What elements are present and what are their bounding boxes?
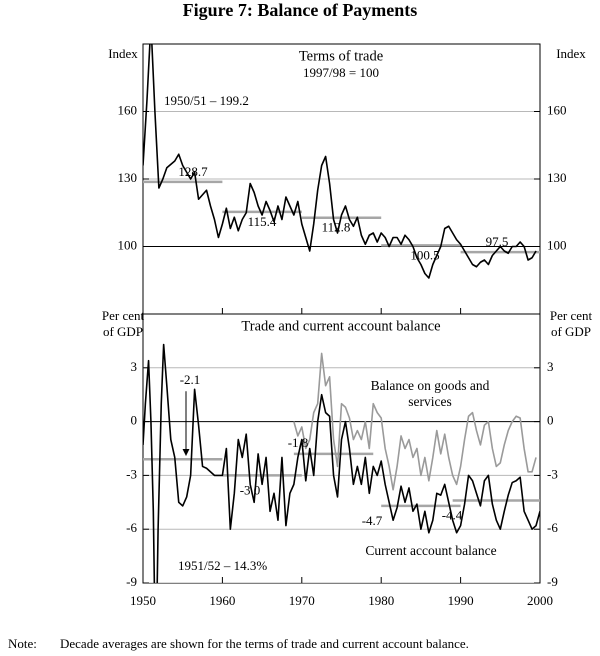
y2-tick-label: 0	[547, 413, 554, 428]
note-label: Note:	[8, 636, 37, 651]
average-label: 100.5	[410, 247, 439, 262]
series-line	[143, 343, 540, 583]
y-tick-label: 100	[118, 237, 138, 252]
series-line	[143, 44, 537, 279]
y-tick-label: -6	[126, 520, 137, 535]
average-label: 115.4	[248, 214, 277, 229]
average-label: -2.1	[180, 372, 201, 387]
panel-title: Trade and current account balance	[241, 318, 440, 334]
x-tick-label: 2000	[527, 593, 553, 608]
y-tick-label: -3	[126, 466, 137, 481]
y-axis-label: Per cent	[102, 308, 145, 323]
panel	[143, 44, 540, 279]
series-label: Current account balance	[365, 543, 496, 558]
y2-tick-label: 100	[547, 237, 567, 252]
y-axis-label: of GDP	[103, 324, 143, 339]
y2-tick-label: 3	[547, 359, 554, 374]
series-label: Balance on goods and services	[370, 378, 490, 409]
y-tick-label: 130	[118, 170, 138, 185]
figure-title: Figure 7: Balance of Payments	[183, 0, 418, 20]
series-line	[293, 352, 537, 491]
x-tick-label: 1950	[130, 593, 156, 608]
y2-tick-label: -3	[547, 466, 558, 481]
average-label: -3.0	[240, 482, 261, 497]
y2-axis-label: Index	[556, 46, 586, 61]
x-tick-label: 1990	[448, 593, 474, 608]
y2-tick-label: 160	[547, 102, 567, 117]
y-tick-label: 160	[118, 102, 138, 117]
x-tick-label: 1980	[368, 593, 394, 608]
note: Decade averages are shown for the terms …	[60, 636, 469, 651]
average-label: -4.4	[442, 507, 463, 522]
x-tick-label: 1970	[289, 593, 315, 608]
y-tick-label: 3	[131, 359, 138, 374]
average-label: 128.7	[178, 164, 208, 179]
y2-tick-label: 130	[547, 170, 567, 185]
panel-subtitle: 1997/98 = 100	[303, 65, 379, 80]
average-label: 97.5	[486, 234, 509, 249]
y2-tick-label: -9	[547, 574, 558, 589]
y2-axis-label: Per cent	[550, 308, 593, 323]
average-label: -4.7	[362, 513, 383, 528]
annotation: 1950/51 – 199.2	[164, 93, 249, 108]
average-label: 112.8	[322, 220, 351, 235]
y2-tick-label: -6	[547, 520, 558, 535]
y2-axis-label: of GDP	[551, 324, 591, 339]
y-axis-label: Index	[108, 46, 138, 61]
panel	[143, 343, 540, 583]
average-label: -1.8	[288, 435, 309, 450]
y-tick-label: -9	[126, 574, 137, 589]
x-tick-label: 1960	[209, 593, 235, 608]
panel-title: Terms of trade	[299, 48, 383, 64]
annotation: 1951/52 – 14.3%	[178, 558, 267, 573]
y-tick-label: 0	[131, 413, 138, 428]
